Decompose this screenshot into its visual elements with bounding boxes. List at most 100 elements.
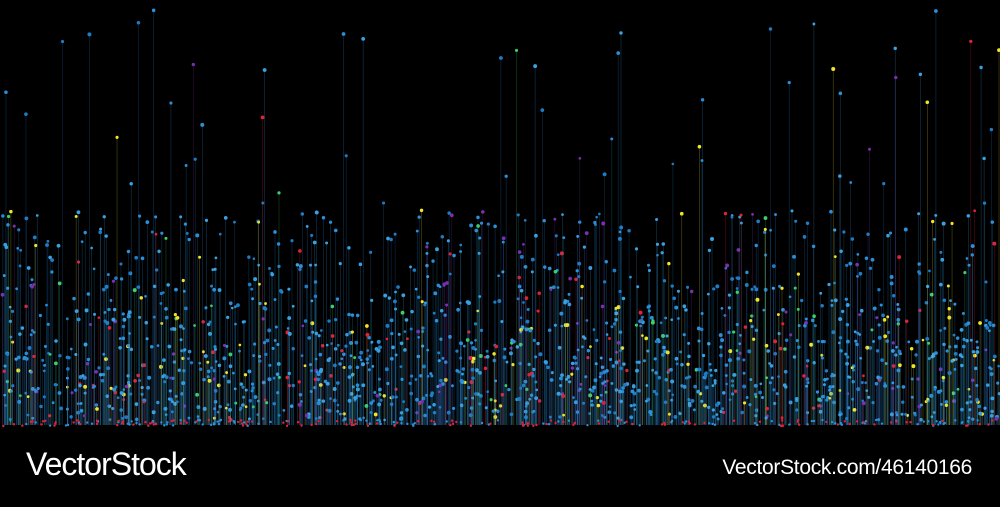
- base-dot: [375, 422, 379, 425]
- particle-dot: [504, 384, 508, 388]
- base-dot: [285, 424, 289, 428]
- particle-dot: [656, 253, 659, 257]
- particle-dot: [287, 371, 291, 376]
- particle-dot: [206, 360, 210, 364]
- particle-dot: [187, 237, 191, 242]
- particle-dot: [82, 414, 86, 418]
- particle-dot: [439, 378, 443, 383]
- particle-dot: [60, 39, 65, 44]
- particle-dot: [763, 253, 768, 257]
- particle-dot: [316, 377, 321, 382]
- particle-dot: [239, 382, 244, 386]
- particle-dot: [486, 390, 490, 394]
- particle-dot: [193, 157, 197, 161]
- base-dot: [179, 422, 182, 425]
- particle-dot: [953, 344, 958, 349]
- particle-dot: [516, 297, 520, 301]
- particle-dot: [979, 65, 983, 70]
- particle-dot: [66, 367, 70, 371]
- particle-dot: [421, 396, 426, 401]
- particle-dot: [921, 338, 925, 342]
- particle-dot: [241, 403, 245, 407]
- particle-dot: [514, 48, 519, 52]
- particle-dot: [128, 271, 133, 276]
- particle-dot: [575, 322, 579, 325]
- particle-dot: [347, 246, 351, 250]
- particle-dot: [523, 409, 528, 414]
- particle-dot: [975, 383, 979, 388]
- base-dot: [250, 420, 254, 423]
- particle-dot: [637, 388, 641, 393]
- particle-dot: [914, 353, 918, 357]
- particle-dot: [976, 346, 980, 350]
- particle-dot: [202, 378, 206, 382]
- particle-dot: [140, 392, 144, 396]
- particle-dot: [243, 373, 248, 377]
- particle-dot: [975, 350, 980, 355]
- particle-dot: [534, 380, 538, 384]
- base-dot: [201, 423, 204, 426]
- particle-dot: [796, 307, 800, 311]
- base-dot: [862, 420, 865, 424]
- particle-dot: [797, 345, 801, 349]
- particle-dot: [258, 359, 262, 363]
- particle-dot: [264, 352, 268, 357]
- particle-dot: [885, 339, 890, 343]
- particle-dot: [459, 378, 464, 383]
- base-dot: [450, 419, 454, 422]
- particle-dot: [637, 360, 641, 364]
- particle-dot: [8, 319, 13, 323]
- particle-dot: [501, 240, 505, 244]
- particle-dot: [988, 329, 991, 333]
- base-dot: [693, 423, 697, 426]
- base-dot: [619, 419, 622, 422]
- particle-dot: [811, 406, 816, 410]
- base-dot: [72, 421, 75, 424]
- particle-dot: [621, 386, 625, 390]
- base-dot: [216, 420, 219, 423]
- particle-dot: [851, 380, 855, 384]
- particle-dot: [929, 393, 934, 398]
- particle-dot: [213, 347, 217, 351]
- particle-dot: [518, 342, 523, 347]
- particle-dot: [310, 233, 314, 237]
- particle-dot: [119, 277, 124, 281]
- particle-dot: [382, 394, 387, 398]
- particle-dot: [151, 410, 156, 415]
- particle-dot: [868, 266, 873, 270]
- base-dot: [830, 420, 834, 424]
- particle-dot: [845, 361, 849, 366]
- particle-dot: [992, 354, 997, 359]
- particle-dot: [478, 295, 482, 298]
- particle-dot: [667, 412, 671, 416]
- particle-dot: [478, 370, 482, 375]
- particle-dot: [377, 402, 382, 407]
- particle-dot: [394, 395, 398, 399]
- particle-dot: [329, 374, 333, 378]
- particle-dot: [868, 147, 871, 151]
- particle-dot: [578, 387, 582, 391]
- particle-dot: [577, 275, 581, 279]
- particle-dot: [735, 290, 739, 294]
- particle-dot: [128, 332, 131, 335]
- particle-dot: [474, 392, 478, 396]
- particle-dot: [833, 281, 837, 285]
- particle-dot: [696, 326, 701, 331]
- particle-dot: [825, 377, 829, 381]
- particle-dot: [742, 401, 747, 405]
- particle-dot: [851, 397, 855, 401]
- particle-dot: [877, 323, 881, 327]
- particle-dot: [135, 417, 139, 422]
- particle-dot: [29, 333, 33, 337]
- particle-dot: [614, 360, 619, 365]
- base-dot: [376, 419, 379, 422]
- particle-dot: [126, 343, 131, 348]
- particle-dot: [557, 345, 562, 350]
- particle-dot: [408, 381, 412, 386]
- base-dot: [711, 422, 714, 426]
- particle-dot: [313, 294, 318, 299]
- particle-dot: [610, 325, 614, 329]
- particle-dot: [608, 336, 611, 340]
- particle-dot: [763, 230, 767, 234]
- base-dot: [2, 424, 5, 428]
